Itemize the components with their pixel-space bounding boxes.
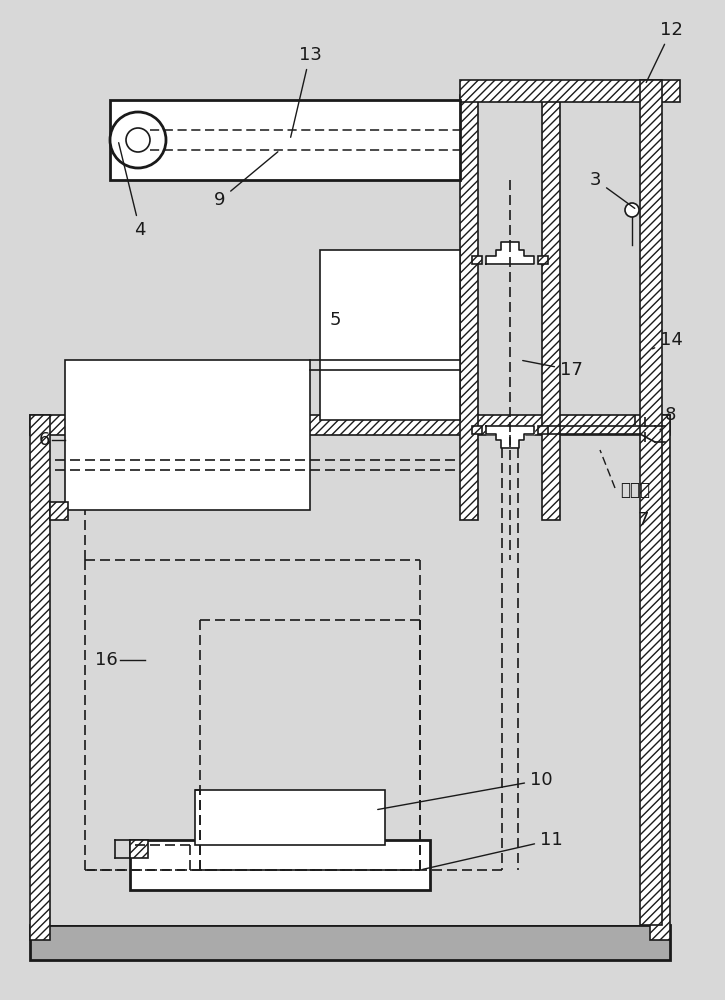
Text: 6: 6: [38, 431, 50, 449]
Text: 13: 13: [291, 46, 321, 137]
Circle shape: [625, 203, 639, 217]
Bar: [460, 95, 478, 520]
Bar: [640, 80, 662, 925]
Bar: [320, 250, 460, 420]
Circle shape: [110, 112, 166, 168]
Bar: [110, 100, 460, 180]
Bar: [538, 256, 548, 264]
Text: 12: 12: [646, 21, 683, 82]
Bar: [65, 360, 310, 510]
Bar: [30, 925, 670, 960]
Text: 10: 10: [378, 771, 552, 810]
Bar: [195, 790, 385, 845]
Text: 4: 4: [119, 143, 146, 239]
Text: 17: 17: [523, 361, 583, 379]
Circle shape: [126, 128, 150, 152]
Text: 14: 14: [652, 331, 683, 349]
Text: 5: 5: [329, 311, 341, 329]
Text: 3: 3: [590, 171, 635, 208]
Bar: [538, 426, 548, 434]
Bar: [30, 415, 50, 940]
Bar: [542, 95, 560, 520]
Bar: [130, 840, 148, 858]
Bar: [130, 840, 430, 890]
Bar: [50, 502, 68, 520]
Bar: [30, 415, 670, 435]
Bar: [478, 95, 542, 520]
Polygon shape: [486, 242, 534, 264]
Bar: [472, 426, 482, 434]
Polygon shape: [486, 426, 534, 448]
Text: 9: 9: [215, 152, 278, 209]
Bar: [650, 415, 670, 940]
Bar: [472, 256, 482, 264]
Bar: [50, 435, 650, 925]
Text: 接电源: 接电源: [620, 481, 650, 499]
Bar: [560, 102, 640, 520]
Text: 8: 8: [660, 406, 676, 430]
Text: 11: 11: [423, 831, 563, 869]
Text: 7: 7: [638, 511, 650, 529]
Text: 16: 16: [95, 651, 117, 669]
Bar: [460, 80, 680, 102]
